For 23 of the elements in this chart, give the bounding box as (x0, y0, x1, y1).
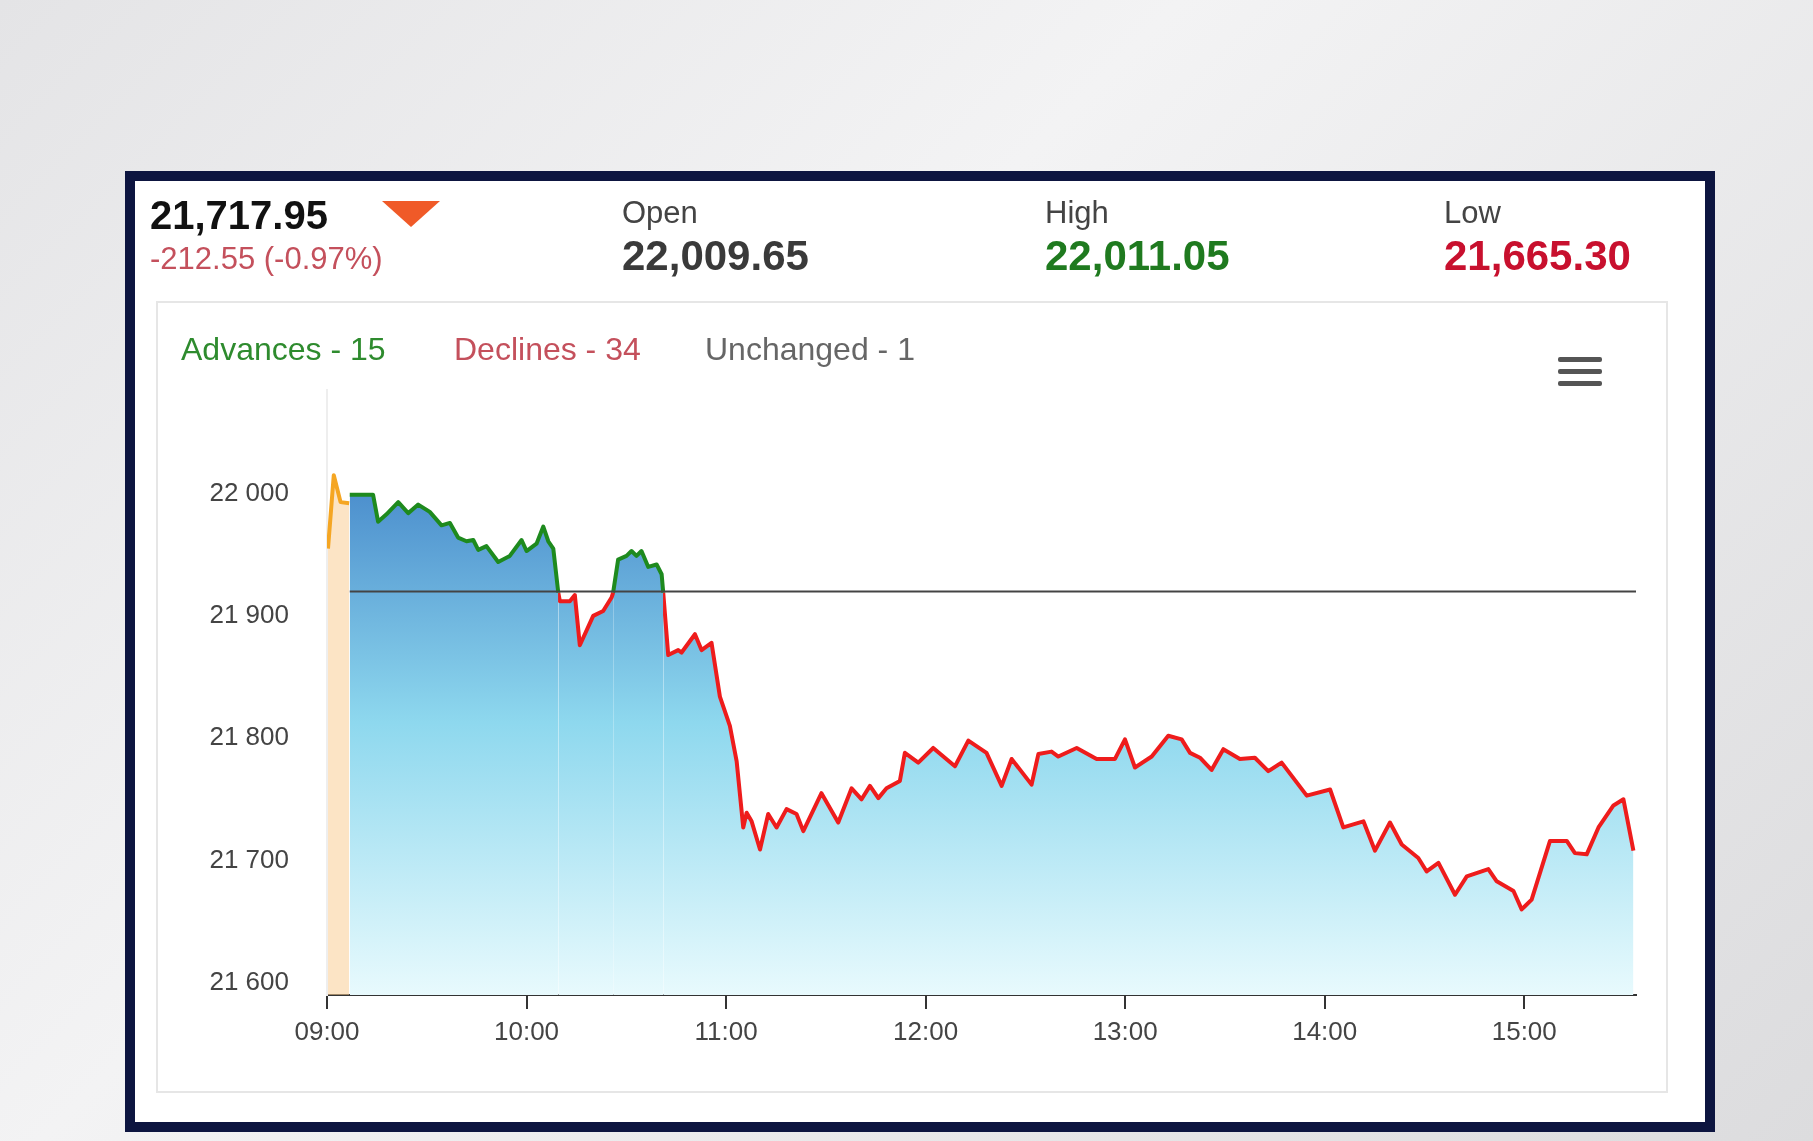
text: 21,717.95 (150, 193, 328, 237)
y-tick-label: 22 000 (209, 476, 289, 507)
x-tick-label: 14:00 (1292, 1015, 1358, 1046)
text: 22,011.05 (1045, 232, 1230, 279)
text: 22,009.65 (622, 232, 809, 279)
x-tick-label: 13:00 (1092, 1015, 1158, 1046)
y-tick-label: 21 700 (209, 843, 289, 874)
text: Advances - 15 (181, 331, 386, 367)
y-tick-label: 21 800 (209, 721, 289, 752)
x-tick-label: 10:00 (494, 1015, 560, 1046)
x-tick-label: 15:00 (1491, 1015, 1557, 1046)
x-tick-label: 12:00 (893, 1015, 959, 1046)
text: Declines - 34 (454, 331, 641, 367)
y-tick-label: 21 600 (209, 965, 289, 996)
text: Open (622, 195, 698, 230)
x-tick-label: 11:00 (694, 1015, 758, 1046)
text: High (1045, 195, 1109, 230)
y-tick-label: 21 900 (209, 599, 289, 630)
text: Low (1444, 195, 1501, 230)
text: 21,665.30 (1444, 232, 1631, 279)
text: -212.55 (-0.97%) (150, 241, 383, 276)
x-tick-label: 09:00 (294, 1015, 360, 1046)
text: Unchanged - 1 (705, 331, 915, 367)
